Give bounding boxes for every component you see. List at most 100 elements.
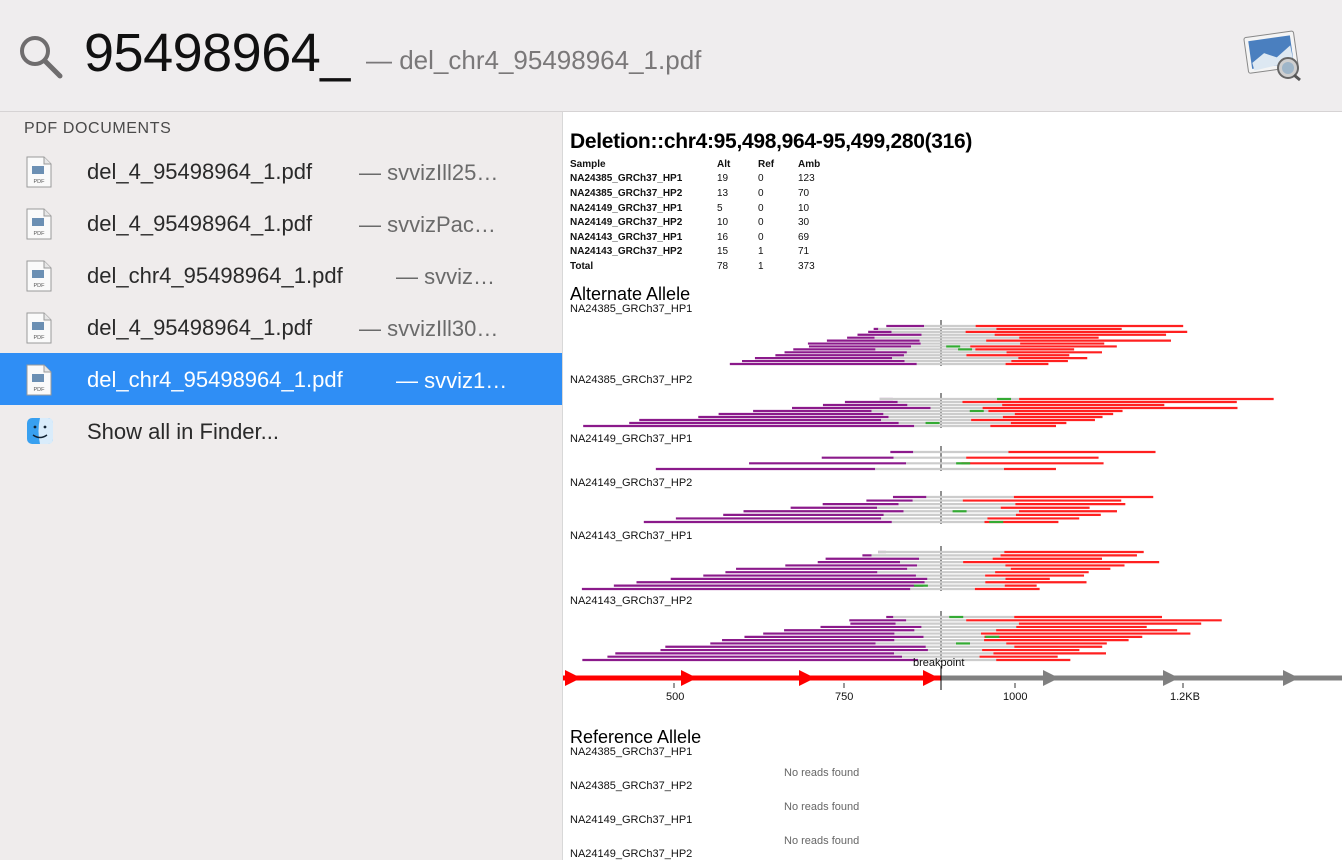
sample-cell: NA24149_GRCh37_HP1 bbox=[570, 202, 683, 214]
amb-cell: 10 bbox=[798, 202, 810, 214]
table-row: NA24385_GRCh37_HP1 19 0 123 bbox=[570, 172, 820, 187]
svg-text:PDF: PDF bbox=[34, 231, 46, 237]
amb-cell: 373 bbox=[798, 260, 815, 272]
column-header: Alt bbox=[717, 158, 731, 170]
axis-arrow-icon bbox=[565, 670, 581, 686]
pdf-preview-pane: Deletion::chr4:95,498,964-95,499,280(316… bbox=[562, 112, 1342, 860]
section-title: PDF DOCUMENTS bbox=[24, 120, 172, 137]
ref-cell: 0 bbox=[758, 202, 764, 214]
no-reads-message: No reads found bbox=[784, 835, 860, 847]
alt-cell: 5 bbox=[717, 202, 723, 214]
axis-arrow-icon bbox=[681, 670, 697, 686]
search-icon bbox=[20, 36, 63, 79]
sample-cell: NA24143_GRCh37_HP1 bbox=[570, 231, 683, 243]
axis-arrow-icon bbox=[799, 670, 815, 686]
table-row: NA24149_GRCh37_HP1 5 0 10 bbox=[570, 201, 820, 216]
amb-cell: 71 bbox=[798, 246, 810, 258]
sample-cell: NA24385_GRCh37_HP2 bbox=[570, 187, 683, 199]
result-item-selected[interactable]: PDF del_chr4_95498964_1.pdf — svviz1… bbox=[0, 353, 562, 405]
column-header: Amb bbox=[798, 158, 821, 170]
column-header: Sample bbox=[570, 158, 606, 170]
ref-cell: 0 bbox=[758, 173, 764, 185]
svg-text:PDF: PDF bbox=[34, 283, 46, 289]
ref-cell: 0 bbox=[758, 187, 764, 199]
finder-label: Show all in Finder... bbox=[87, 419, 279, 444]
column-header: Ref bbox=[758, 158, 775, 170]
track-sample-label: NA24149_GRCh37_HP1 bbox=[570, 814, 693, 826]
axis-arrow-icon bbox=[923, 670, 939, 686]
results-list: PDF DOCUMENTS PDF del_4_95498964_1.pdf —… bbox=[0, 112, 562, 860]
alignment-tracks bbox=[563, 320, 1342, 690]
table-row: NA24143_GRCh37_HP1 16 0 69 bbox=[570, 230, 820, 245]
result-file-name: del_4_95498964_1.pdf bbox=[87, 315, 313, 340]
result-file-path: — svvizIll30… bbox=[359, 316, 499, 341]
amb-cell: 70 bbox=[798, 187, 810, 199]
result-file-path: — svvizIll25… bbox=[359, 160, 499, 185]
track-sample-label: NA24143_GRCh37_HP1 bbox=[570, 530, 693, 542]
preview-title: Deletion::chr4:95,498,964-95,499,280(316… bbox=[570, 130, 973, 153]
result-file-name: del_chr4_95498964_1.pdf bbox=[87, 367, 343, 392]
result-item[interactable]: PDF del_4_95498964_1.pdf — svvizIll25… bbox=[0, 145, 562, 197]
finder-icon bbox=[27, 418, 53, 444]
table-row: NA24149_GRCh37_HP2 10 0 30 bbox=[570, 215, 820, 230]
track-sample-label: NA24149_GRCh37_HP1 bbox=[570, 433, 693, 445]
svg-text:PDF: PDF bbox=[34, 335, 46, 341]
track-sample-label: NA24385_GRCh37_HP1 bbox=[570, 746, 693, 758]
axis-tick-label: 500 bbox=[666, 691, 685, 703]
result-item[interactable]: PDF del_chr4_95498964_1.pdf — svviz… bbox=[0, 249, 562, 301]
alt-cell: 78 bbox=[717, 260, 729, 272]
axis-tick-label: 750 bbox=[835, 691, 854, 703]
result-file-name: del_4_95498964_1.pdf bbox=[87, 159, 313, 184]
axis-arrow-icon bbox=[1043, 670, 1059, 686]
alt-cell: 16 bbox=[717, 231, 729, 243]
table-row: NA24143_GRCh37_HP2 15 1 71 bbox=[570, 245, 820, 260]
axis-arrow-icon bbox=[1283, 670, 1299, 686]
spotlight-search-bar: 95498964_ — del_chr4_95498964_1.pdf bbox=[0, 0, 1342, 112]
result-file-path: — svviz… bbox=[396, 264, 495, 289]
show-all-in-finder[interactable]: Show all in Finder... bbox=[0, 405, 562, 457]
search-completion-hint: — del_chr4_95498964_1.pdf bbox=[366, 45, 702, 75]
preview-app-icon bbox=[1243, 30, 1301, 82]
track-sample-label: NA24385_GRCh37_HP2 bbox=[570, 374, 693, 386]
ref-cell: 1 bbox=[758, 246, 764, 258]
sample-cell: NA24385_GRCh37_HP1 bbox=[570, 173, 683, 185]
ref-cell: 0 bbox=[758, 231, 764, 243]
breakpoint-label: breakpoint bbox=[913, 657, 965, 669]
track-sample-label: NA24385_GRCh37_HP2 bbox=[570, 780, 693, 792]
track-sample-label: NA24149_GRCh37_HP2 bbox=[570, 477, 693, 489]
no-reads-message: No reads found bbox=[784, 767, 860, 779]
ref-cell: 1 bbox=[758, 260, 764, 272]
result-file-path: — svvizPac… bbox=[359, 212, 496, 237]
axis-tick-label: 1.2KB bbox=[1170, 691, 1200, 703]
no-reads-message: No reads found bbox=[784, 801, 860, 813]
read-counts-table: Sample Alt Ref Amb NA24385_GRCh37_HP1 19… bbox=[570, 157, 820, 274]
ref-cell: 0 bbox=[758, 217, 764, 229]
track-sample-label: NA24385_GRCh37_HP1 bbox=[570, 303, 693, 315]
svg-text:PDF: PDF bbox=[34, 387, 46, 393]
alt-cell: 10 bbox=[717, 217, 729, 229]
search-input[interactable]: 95498964_ bbox=[84, 23, 350, 83]
track-sample-label: NA24143_GRCh37_HP2 bbox=[570, 595, 693, 607]
sample-cell: Total bbox=[570, 260, 594, 272]
svg-text:PDF: PDF bbox=[34, 179, 46, 185]
axis-tick-label: 1000 bbox=[1003, 691, 1028, 703]
reference-allele-heading: Reference Allele bbox=[570, 727, 702, 747]
alt-cell: 15 bbox=[717, 246, 729, 258]
pdf-file-icon: PDF bbox=[26, 156, 52, 188]
result-file-name: del_4_95498964_1.pdf bbox=[87, 211, 313, 236]
amb-cell: 123 bbox=[798, 173, 815, 185]
result-item[interactable]: PDF del_4_95498964_1.pdf — svvizIll30… bbox=[0, 301, 562, 353]
sample-cell: NA24143_GRCh37_HP2 bbox=[570, 246, 683, 258]
pdf-file-icon: PDF bbox=[26, 260, 52, 292]
axis-arrow-icon bbox=[1163, 670, 1179, 686]
pdf-file-icon: PDF bbox=[26, 312, 52, 344]
sample-cell: NA24149_GRCh37_HP2 bbox=[570, 217, 683, 229]
result-file-name: del_chr4_95498964_1.pdf bbox=[87, 263, 343, 288]
amb-cell: 30 bbox=[798, 217, 810, 229]
alternate-allele-heading: Alternate Allele bbox=[570, 284, 691, 304]
pdf-file-icon: PDF bbox=[26, 364, 52, 396]
pdf-file-icon: PDF bbox=[26, 208, 52, 240]
result-item[interactable]: PDF del_4_95498964_1.pdf — svvizPac… bbox=[0, 197, 562, 249]
alt-cell: 19 bbox=[717, 173, 729, 185]
result-file-path: — svviz1… bbox=[396, 368, 508, 393]
